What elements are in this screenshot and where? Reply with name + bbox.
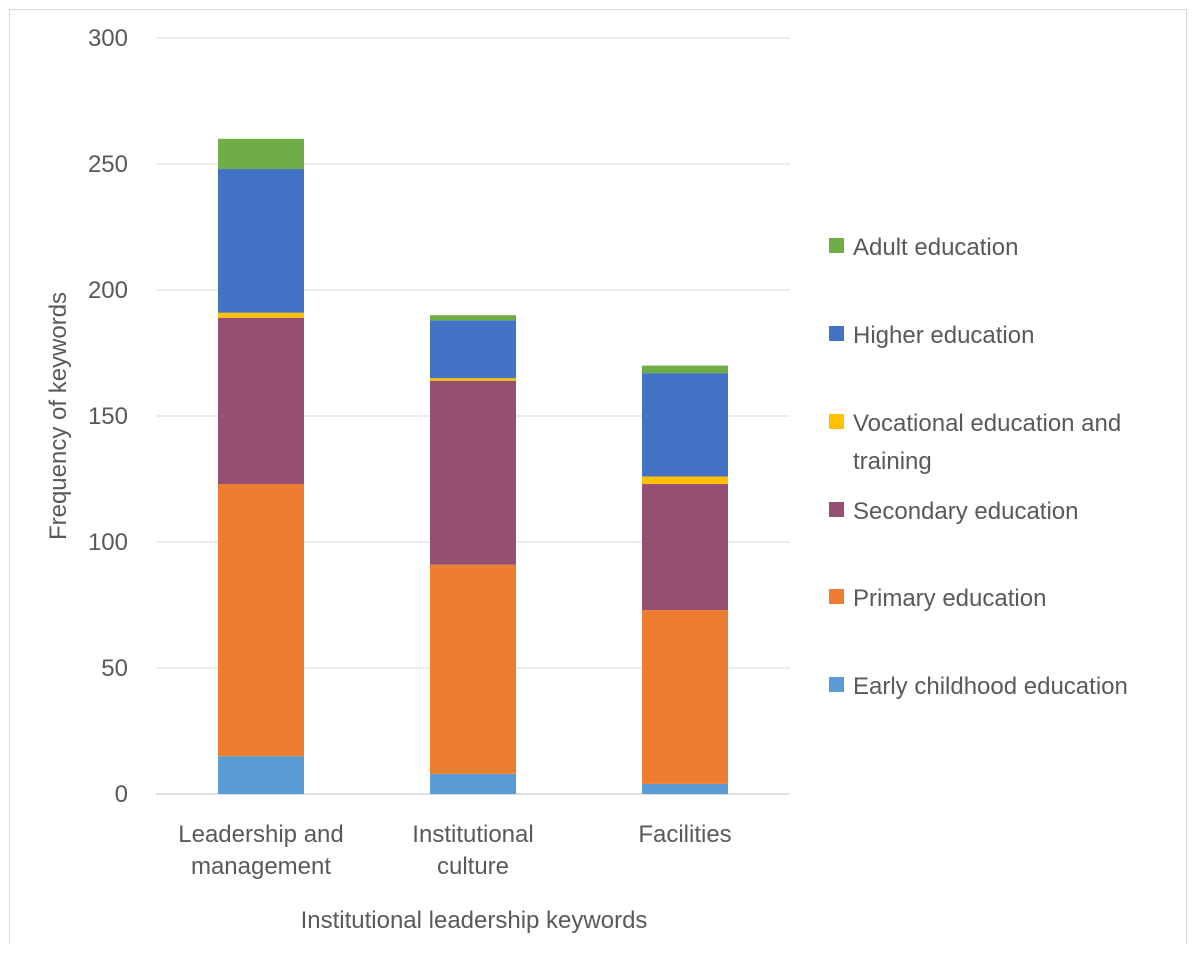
x-tick-label-line: management xyxy=(191,853,331,880)
x-tick-label: Facilities xyxy=(638,821,731,848)
y-tick-label: 50 xyxy=(101,655,128,682)
legend-label-line: Vocational education and xyxy=(853,410,1121,437)
y-tick-label: 100 xyxy=(88,529,128,556)
bar-segment xyxy=(430,564,516,774)
bar-segment xyxy=(642,484,728,611)
legend-label-line: Early childhood education xyxy=(853,673,1128,700)
x-tick-label-line: Leadership and xyxy=(178,821,343,848)
y-tick-label: 150 xyxy=(88,403,128,430)
axes: 0 50 100 150 200 250 300 Leadership and manageme… xyxy=(88,25,732,880)
x-tick-label-line: Facilities xyxy=(638,821,731,848)
bar-segment xyxy=(218,756,304,794)
y-tick-label: 0 xyxy=(115,781,128,808)
legend-label: Early childhood education xyxy=(853,673,1128,700)
y-tick-label: 250 xyxy=(88,151,128,178)
x-tick-label-line: Institutional xyxy=(412,821,533,848)
x-tick-label: Institutional culture xyxy=(412,821,533,880)
legend-label-line: Adult education xyxy=(853,234,1018,261)
legend-label: Higher education xyxy=(853,322,1034,349)
legend-label-line: Primary education xyxy=(853,585,1046,612)
bar-segment xyxy=(430,378,516,381)
y-tick-label: 300 xyxy=(88,25,128,52)
bar-segment xyxy=(642,476,728,485)
bar-segment xyxy=(642,365,728,374)
bars xyxy=(218,138,728,794)
legend-item: Secondary education xyxy=(829,498,1079,525)
legend-swatch xyxy=(829,414,844,429)
legend-swatch xyxy=(829,502,844,517)
bar-segment xyxy=(218,169,304,313)
legend-label: Secondary education xyxy=(853,498,1079,525)
x-tick-label-line: culture xyxy=(437,853,509,880)
legend-label-line: Secondary education xyxy=(853,498,1079,525)
bar-segment xyxy=(430,315,516,321)
legend-item: Higher education xyxy=(829,322,1034,349)
legend: Adult education Higher education Vocationa… xyxy=(829,234,1128,700)
bar-segment xyxy=(218,312,304,318)
bar-segment xyxy=(642,610,728,784)
legend-swatch xyxy=(829,589,844,604)
legend-label: Vocational education and training xyxy=(853,410,1121,475)
legend-label-line: Higher education xyxy=(853,322,1034,349)
legend-swatch xyxy=(829,326,844,341)
chart-frame xyxy=(9,9,1187,944)
legend-item: Early childhood education xyxy=(829,673,1128,700)
y-tick-label: 200 xyxy=(88,277,128,304)
legend-swatch xyxy=(829,238,844,253)
bar-segment xyxy=(642,373,728,477)
x-tick-label: Leadership and management xyxy=(178,821,343,880)
legend-label-line: training xyxy=(853,448,932,475)
bar-segment xyxy=(430,320,516,379)
bar-segment xyxy=(430,773,516,794)
legend-item: Primary education xyxy=(829,585,1046,612)
legend-label: Primary education xyxy=(853,585,1046,612)
bar-segment xyxy=(218,138,304,170)
legend-label: Adult education xyxy=(853,234,1018,261)
bar-segment xyxy=(218,317,304,485)
y-axis-title: Frequency of keywords xyxy=(45,292,72,540)
legend-swatch xyxy=(829,677,844,692)
bar-segment xyxy=(642,783,728,794)
x-axis-title: Institutional leadership keywords xyxy=(301,907,648,934)
bar-segment xyxy=(430,380,516,565)
bar-segment xyxy=(218,484,304,757)
legend-item: Adult education xyxy=(829,234,1018,261)
legend-item: Vocational education and training xyxy=(829,410,1121,475)
